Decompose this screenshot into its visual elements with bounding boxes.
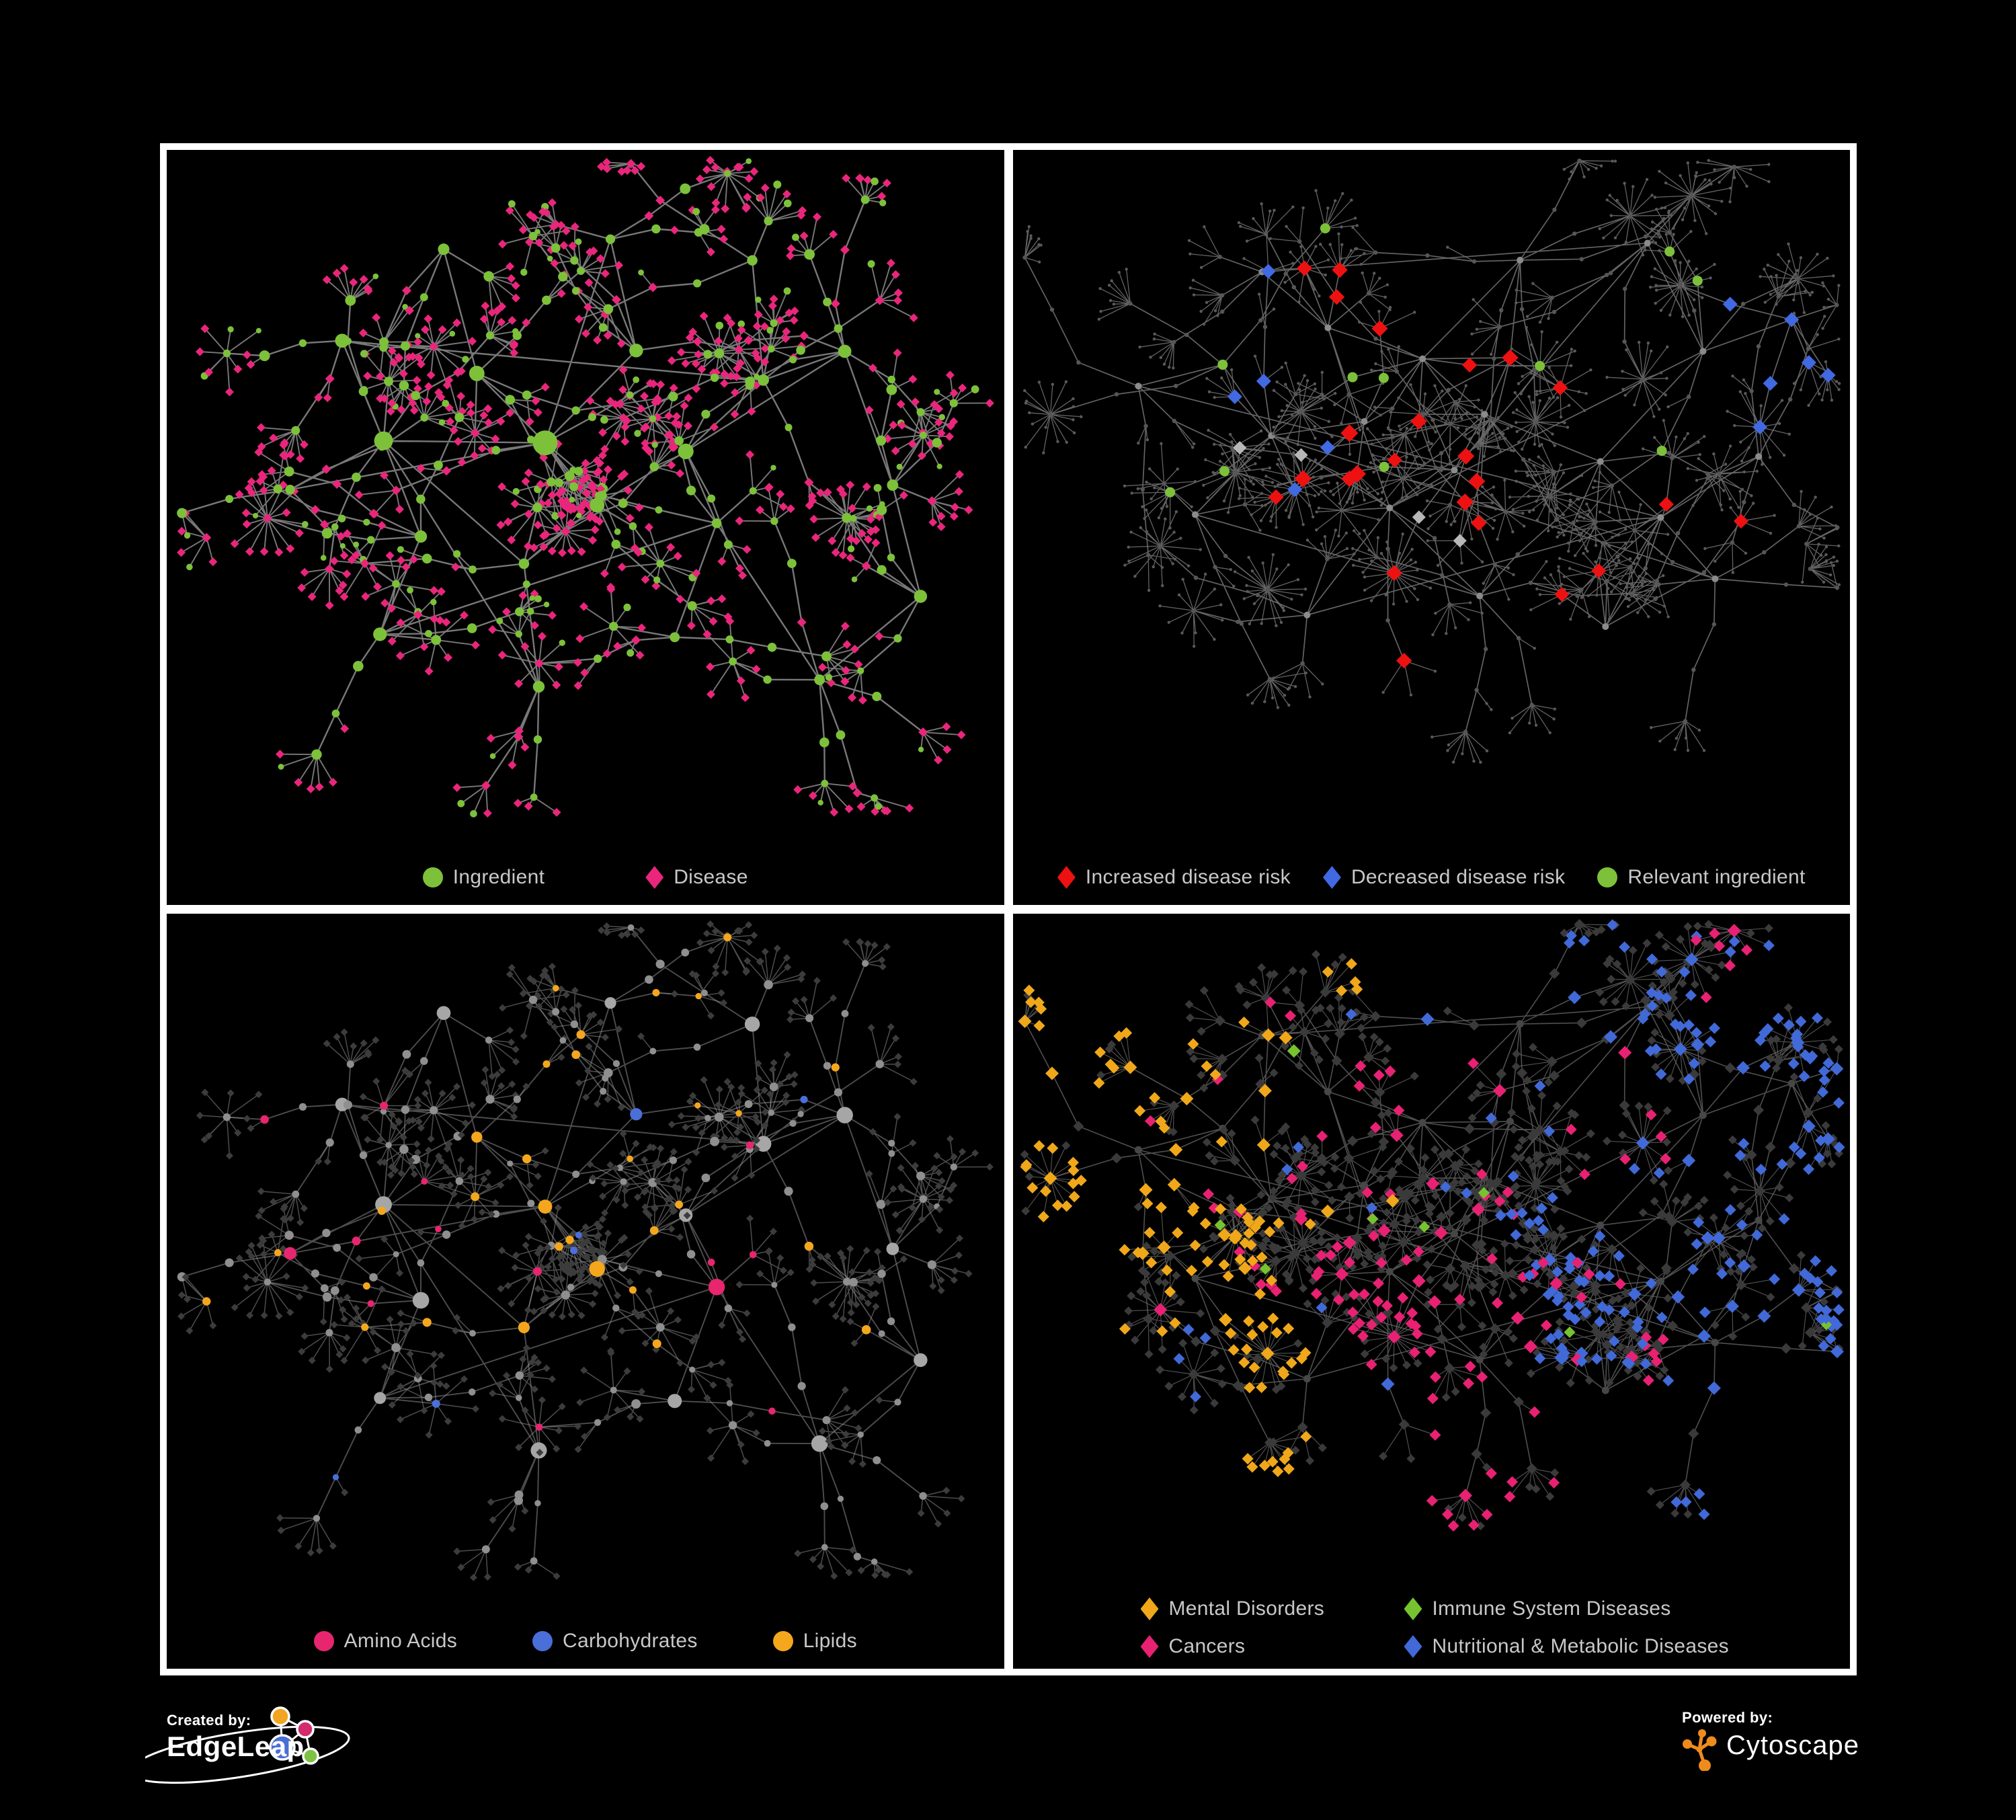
carbohydrates-circle-icon <box>532 1631 553 1651</box>
network-graph-ingredient-disease <box>177 156 994 818</box>
panel-chemical-classes: Amino Acids Carbohydrates Lipids <box>167 914 1004 1669</box>
legend-label-cancers: Cancers <box>1168 1635 1246 1657</box>
nutritional-metabolic-diseases-diamond-icon <box>1404 1635 1422 1658</box>
legend-label-ingredient: Ingredient <box>452 866 545 888</box>
cytoscape-logo-icon <box>1683 1729 1717 1771</box>
mental-disorders-diamond-icon <box>1140 1597 1159 1620</box>
edgeleap-branding: Created by: EdgeLeap <box>145 1706 557 1814</box>
legend-item-ingredient: Ingredient <box>422 866 545 889</box>
legend-chemical-classes: Amino Acids Carbohydrates Lipids <box>167 1630 1004 1653</box>
legend-label-amino-acids: Amino Acids <box>344 1630 457 1652</box>
legend-label-relevant-ingredient: Relevant ingredient <box>1627 866 1806 888</box>
legend-item-mental-disorders: Mental Disorders <box>1140 1597 1404 1620</box>
legend-ingredient-disease: Ingredient Disease <box>167 866 1004 889</box>
disease-diamond-icon <box>645 866 664 889</box>
cancers-diamond-icon <box>1140 1635 1159 1658</box>
legend-label-mental-disorders: Mental Disorders <box>1168 1597 1325 1620</box>
network-graph-disease-risk <box>1022 158 1841 764</box>
legend-item-carbohydrates: Carbohydrates <box>532 1630 698 1653</box>
increased-risk-diamond-icon <box>1057 866 1076 889</box>
legend-label-disease: Disease <box>674 866 748 888</box>
amino-acids-circle-icon <box>313 1631 334 1651</box>
legend-item-decreased-risk: Decreased disease risk <box>1322 866 1566 889</box>
legend-disease-categories: Mental Disorders Immune System Diseases … <box>1140 1597 1729 1658</box>
panel-disease-risk: Increased disease risk Decreased disease… <box>1012 150 1851 905</box>
panel-disease-categories: Mental Disorders Immune System Diseases … <box>1012 914 1850 1669</box>
panel-ingredient-disease: Ingredient Disease <box>167 150 1004 905</box>
legend-item-immune-system-diseases: Immune System Diseases <box>1404 1597 1729 1620</box>
cytoscape-wordmark: Cytoscape <box>1726 1731 1859 1760</box>
legend-item-increased-risk: Increased disease risk <box>1057 866 1291 889</box>
decreased-risk-diamond-icon <box>1322 866 1341 889</box>
ingredient-circle-icon <box>422 867 443 887</box>
legend-item-nutritional-metabolic-diseases: Nutritional & Metabolic Diseases <box>1404 1635 1729 1658</box>
legend-item-amino-acids: Amino Acids <box>313 1630 457 1653</box>
legend-label-lipids: Lipids <box>803 1630 857 1652</box>
immune-system-diseases-diamond-icon <box>1404 1597 1422 1620</box>
legend-label-carbohydrates: Carbohydrates <box>563 1630 698 1652</box>
edgeleap-wordmark: EdgeLeap <box>167 1731 305 1762</box>
created-by-label: Created by: <box>167 1712 251 1729</box>
network-graph-chemical-classes <box>177 920 994 1581</box>
legend-label-decreased-risk: Decreased disease risk <box>1350 866 1566 888</box>
legend-disease-risk: Increased disease risk Decreased disease… <box>1013 866 1851 889</box>
lipids-circle-icon <box>772 1631 793 1651</box>
cytoscape-branding: Powered by: Cytoscape <box>1682 1709 1998 1803</box>
legend-item-lipids: Lipids <box>772 1630 857 1653</box>
powered-by-label: Powered by: <box>1682 1709 1773 1726</box>
legend-item-relevant-ingredient: Relevant ingredient <box>1597 866 1805 889</box>
legend-label-increased-risk: Increased disease risk <box>1085 866 1291 888</box>
legend-item-cancers: Cancers <box>1140 1635 1404 1658</box>
relevant-ingredient-circle-icon <box>1597 867 1618 887</box>
legend-item-disease: Disease <box>645 866 748 889</box>
legend-label-nutritional-metabolic-diseases: Nutritional & Metabolic Diseases <box>1432 1635 1729 1657</box>
edgeleap-logo-icon <box>145 1706 350 1784</box>
legend-label-immune-system-diseases: Immune System Diseases <box>1432 1597 1671 1620</box>
network-graph-disease-categories <box>1018 919 1845 1532</box>
panel-grid: Ingredient Disease Increased disease ris… <box>160 143 1857 1675</box>
